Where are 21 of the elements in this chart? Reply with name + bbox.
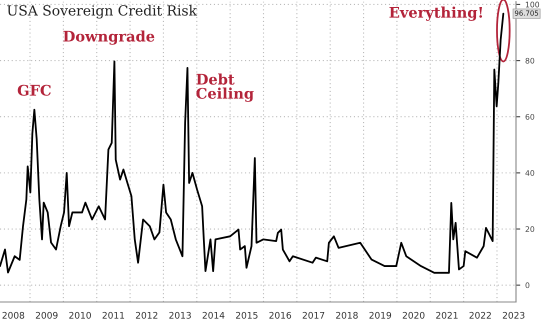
annotation: GFC <box>18 84 51 96</box>
x-tick-label: 2013 <box>169 312 191 319</box>
x-tick-label: 2011 <box>102 312 124 319</box>
x-tick-label: 2009 <box>36 312 58 319</box>
annotation: Debt Ceiling <box>196 73 254 102</box>
annotation: Downgrade <box>63 30 154 45</box>
x-tick-label: 2012 <box>136 312 158 319</box>
x-tick-label: 2021 <box>436 312 458 319</box>
x-tick-label: 2018 <box>336 312 358 319</box>
x-tick-label: 2022 <box>469 312 491 319</box>
x-tick-label: 2020 <box>402 312 424 319</box>
chart-title: USA Sovereign Credit Risk <box>7 4 198 19</box>
x-tick-label: 2015 <box>236 312 258 319</box>
x-tick-label: 2014 <box>202 312 224 319</box>
x-tick-label: 2008 <box>2 312 24 319</box>
x-tick-label: 2023 <box>502 312 524 319</box>
x-tick-label: 2016 <box>269 312 292 319</box>
x-tick-label: 2019 <box>369 312 392 319</box>
annotation: Everything! <box>389 6 482 21</box>
x-tick-label: 2010 <box>69 312 91 319</box>
x-tick-label: 2017 <box>302 312 324 319</box>
